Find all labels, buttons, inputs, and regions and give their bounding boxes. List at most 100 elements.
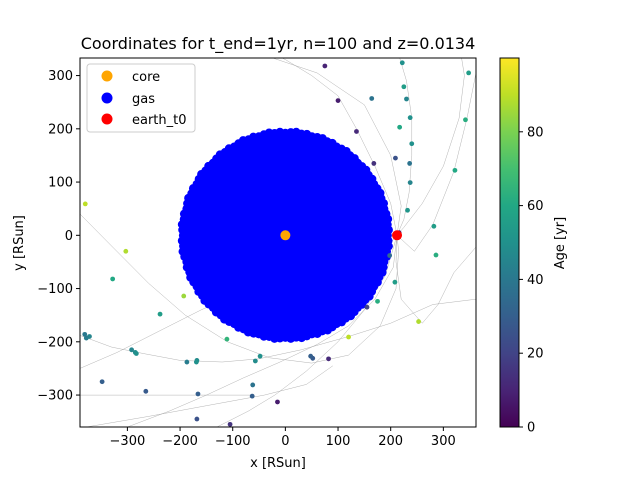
trajectory-line	[396, 58, 465, 236]
y-tick-label: 300	[48, 69, 73, 84]
ejecta-point	[431, 223, 437, 229]
y-axis-ticks: −300 −200 −100 0 100 200 300	[37, 69, 80, 404]
ejecta-point	[397, 124, 403, 130]
ejecta-point	[82, 331, 88, 337]
ejecta-point	[346, 334, 351, 340]
ejecta-point	[308, 353, 314, 359]
ejecta-point	[123, 248, 129, 254]
ejecta-point	[407, 161, 413, 166]
x-tick-label: −200	[162, 434, 198, 449]
ejecta-point	[354, 129, 359, 134]
earth-t0-marker	[392, 230, 403, 241]
ejecta-point	[252, 358, 258, 364]
plot-area	[80, 58, 476, 427]
x-axis-label: x [RSun]	[250, 456, 306, 471]
y-tick-label: 100	[48, 176, 73, 191]
colorbar-tick-label: 0	[527, 421, 535, 436]
y-tick-label: −200	[37, 335, 73, 350]
chart-title: Coordinates for t_end=1yr, n=100 and z=0…	[81, 34, 476, 54]
ejecta-point	[401, 84, 407, 90]
y-tick-label: −100	[37, 282, 73, 297]
ejecta-point	[82, 201, 88, 207]
ejecta-points	[82, 60, 472, 427]
legend-gas-marker	[101, 92, 113, 104]
ejecta-point	[194, 416, 200, 422]
ejecta-point	[99, 379, 105, 385]
gas-edge	[177, 127, 393, 343]
ejecta-point	[110, 276, 116, 282]
ejecta-point	[405, 207, 410, 213]
ejecta-point	[387, 253, 393, 258]
ejecta-point	[275, 399, 280, 405]
colorbar-ticks: 0 20 40 60 80	[519, 125, 544, 436]
plot-frame	[79, 57, 477, 428]
ejecta-point	[322, 63, 328, 69]
y-tick-label: −300	[37, 389, 73, 404]
colorbar-gradient	[500, 58, 519, 427]
trajectory-line	[127, 235, 398, 427]
colorbar-tick-label: 20	[527, 347, 544, 362]
legend-earth-label: earth_t0	[132, 113, 187, 128]
colorbar-tick-label: 60	[527, 199, 544, 214]
ejecta-point	[195, 391, 201, 397]
ejecta-point	[143, 388, 149, 394]
legend-box	[86, 63, 196, 133]
ejecta-point	[433, 252, 439, 258]
ejecta-point	[393, 155, 398, 161]
trajectory-line	[272, 58, 402, 236]
colorbar-label: Age [yr]	[553, 217, 568, 269]
ejecta-point	[184, 359, 190, 365]
ejecta-point	[249, 393, 255, 399]
ejecta-point	[452, 167, 458, 173]
ejecta-point	[416, 319, 422, 324]
trajectory-line	[396, 58, 413, 236]
ejecta-point	[463, 117, 468, 123]
ejecta-point	[326, 356, 331, 362]
gas-particle	[384, 225, 393, 235]
x-tick-label: 300	[431, 434, 456, 449]
ejecta-point	[392, 279, 398, 285]
trajectory-line	[281, 58, 398, 236]
x-tick-label: 200	[378, 434, 403, 449]
ejecta-point	[409, 141, 415, 147]
colorbar-tick-label: 40	[527, 273, 544, 288]
legend-gas-label: gas	[132, 92, 155, 107]
ejecta-point	[399, 60, 405, 66]
trajectory-line	[216, 235, 398, 427]
ejecta-point	[133, 351, 139, 356]
colorbar: 0 20 40 60 80 Age [yr]	[499, 57, 568, 436]
x-tick-label: 0	[281, 434, 289, 449]
ejecta-point	[227, 421, 233, 427]
y-tick-label: 200	[48, 122, 73, 137]
legend-earth-marker	[101, 113, 113, 125]
x-tick-label: −300	[110, 434, 146, 449]
ejecta-point	[369, 96, 375, 101]
colorbar-frame	[499, 57, 520, 428]
ejecta-point	[407, 115, 413, 121]
ejecta-point	[181, 293, 187, 299]
ejecta-point	[193, 359, 199, 365]
ejecta-point	[335, 98, 341, 103]
ejecta-point	[250, 382, 256, 388]
ejecta-point	[407, 180, 413, 185]
ejecta-point	[129, 347, 135, 353]
legend-core-marker	[101, 70, 113, 82]
ejecta-point	[404, 96, 409, 102]
ejecta-point	[364, 304, 370, 310]
legend: core gas earth_t0	[86, 63, 196, 133]
ejecta-point	[157, 311, 163, 317]
x-tick-label: −100	[215, 434, 251, 449]
trajectory-line	[396, 72, 476, 252]
ejecta-point	[466, 70, 472, 76]
ejecta-point	[83, 335, 89, 341]
trajectory-line	[84, 365, 333, 427]
core-marker	[280, 230, 291, 241]
ejecta-point	[375, 298, 380, 304]
x-axis-ticks: −300 −200 −100 0 100 200 300	[110, 427, 456, 449]
y-axis-label: y [RSun]	[12, 215, 27, 271]
x-tick-label: 100	[326, 434, 351, 449]
y-tick-label: 0	[65, 229, 73, 244]
ejecta-point	[257, 353, 263, 359]
